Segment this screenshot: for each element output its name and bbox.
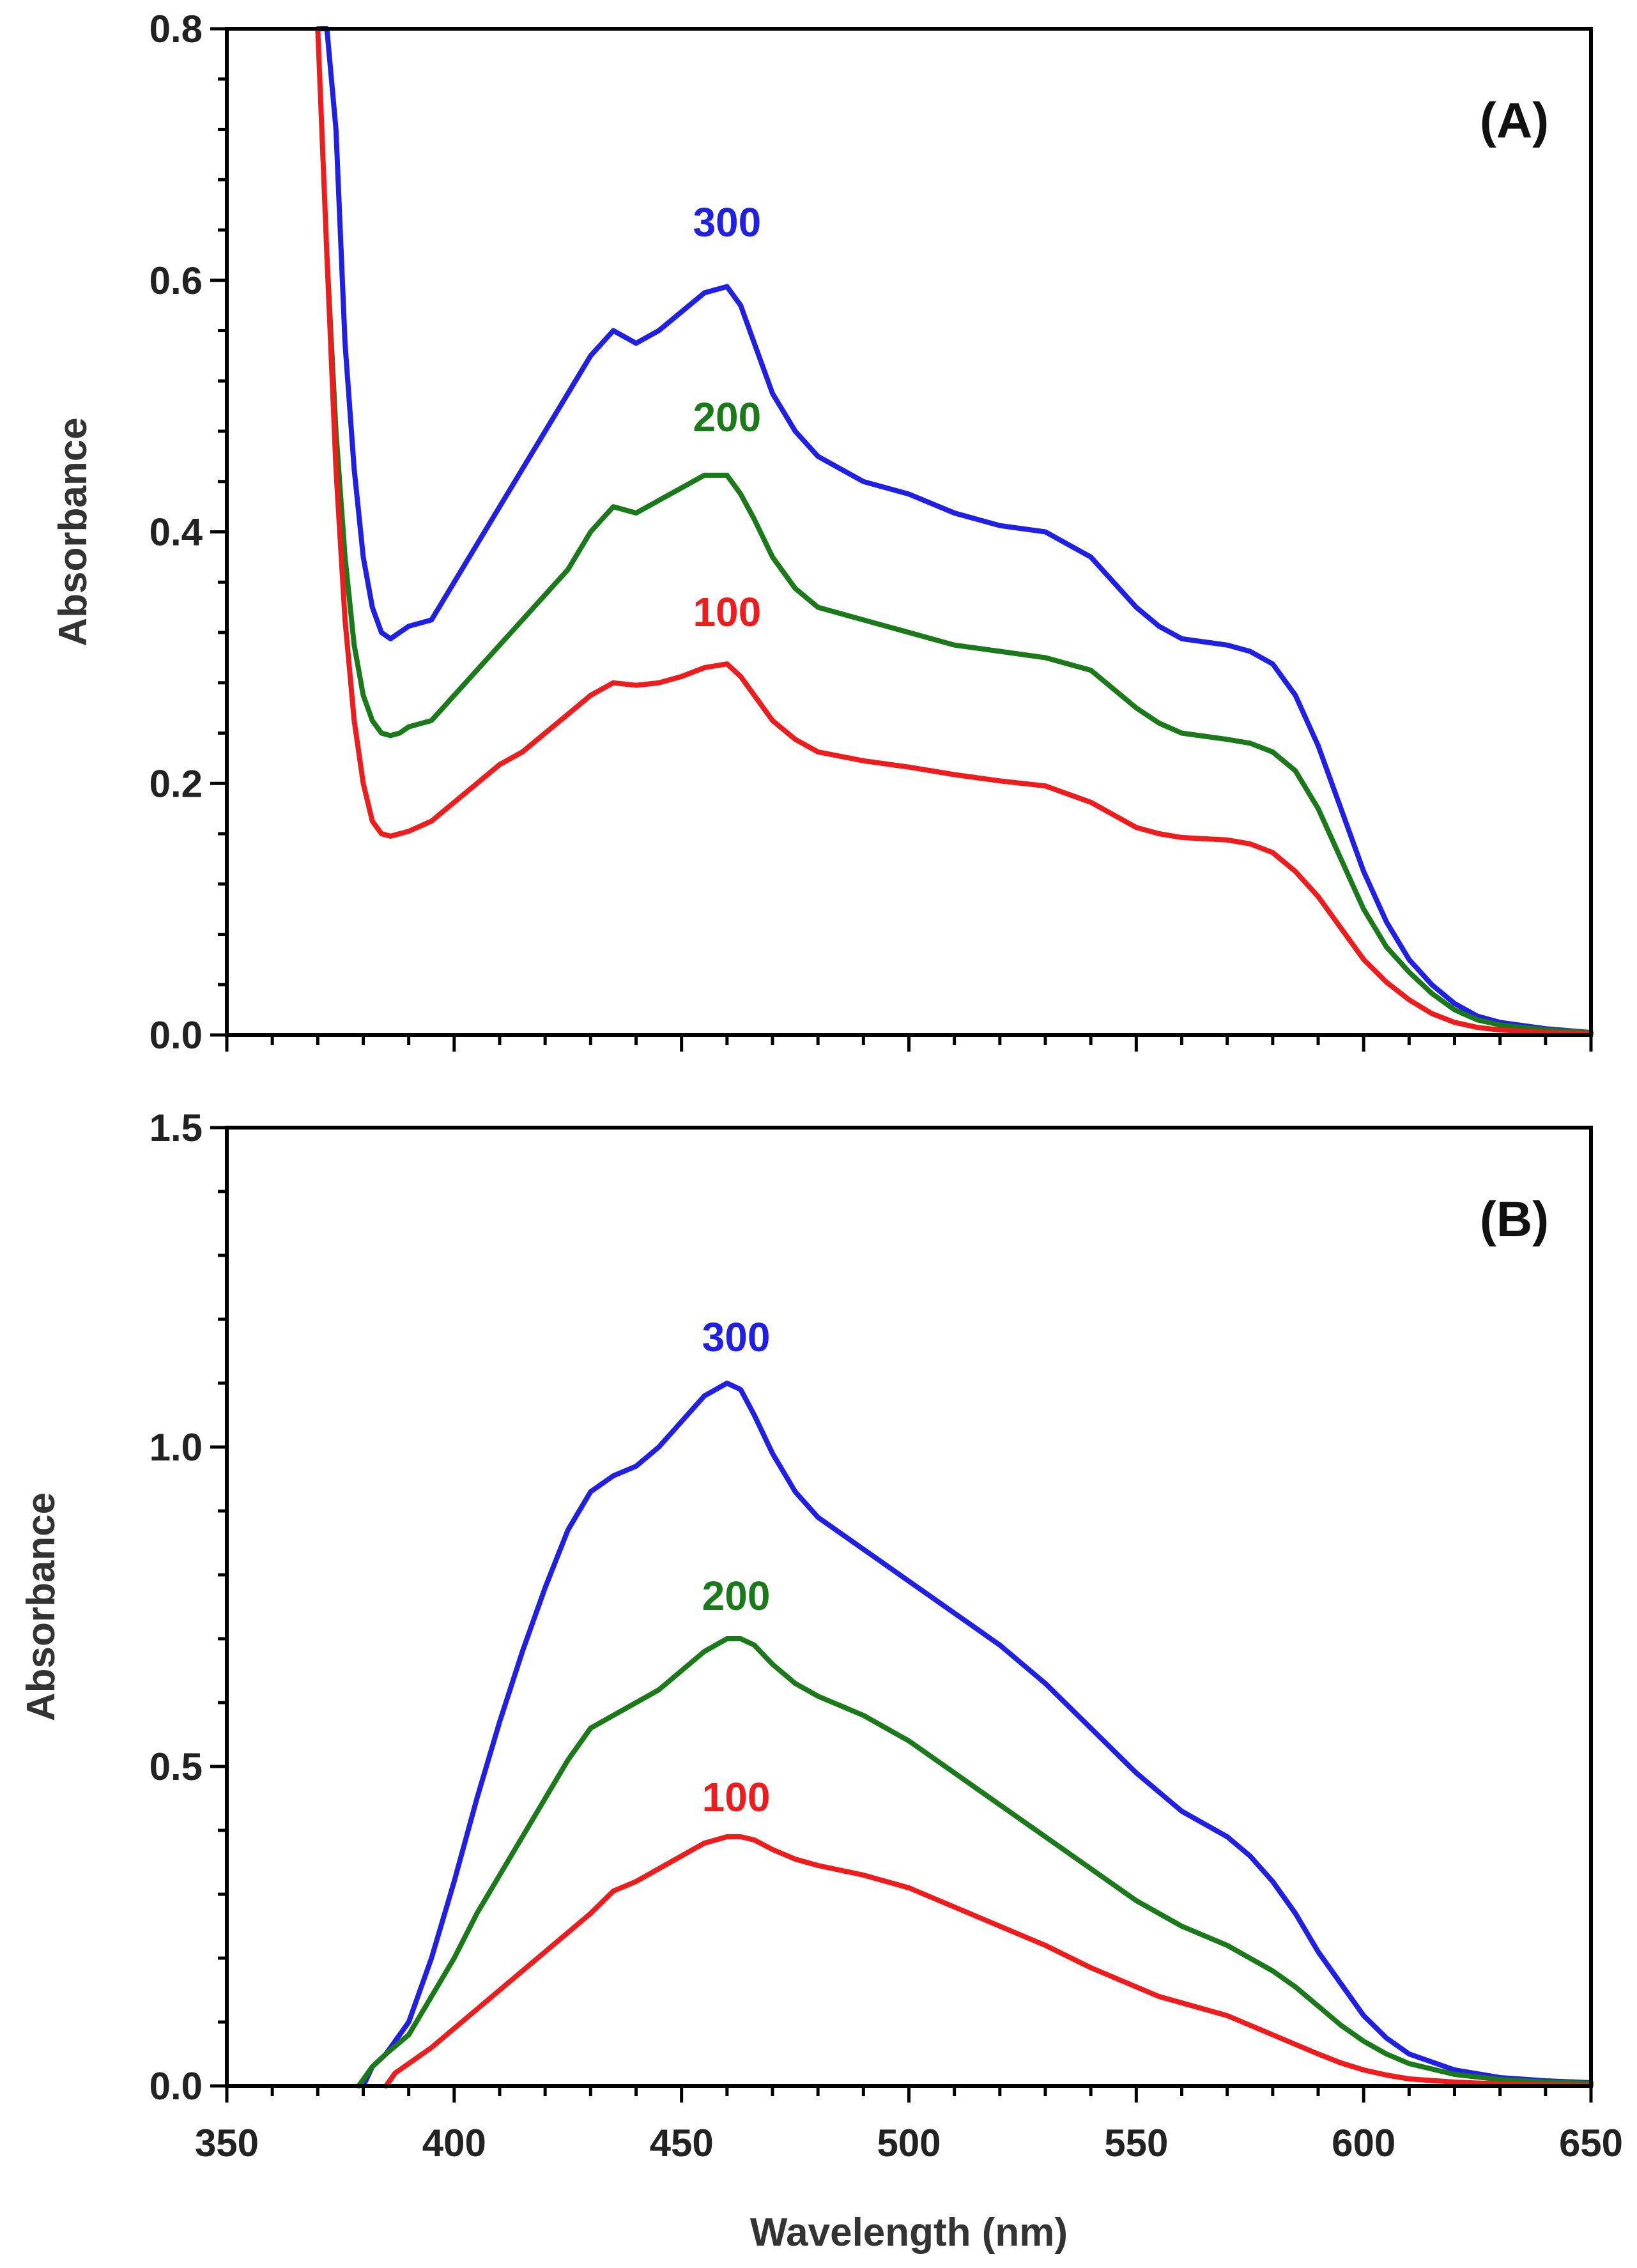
chart-panel-b: 300 200 100 0.0 0.5 1.0 1.5 350 400 450 500 550 600 6… [19, 1107, 1623, 2255]
y-tick-label: 0.8 [150, 8, 203, 50]
x-tick-label: 500 [877, 2122, 941, 2165]
series-label-300: 300 [702, 1314, 771, 1360]
series-label-100: 100 [693, 589, 761, 635]
series-line-100 [383, 1834, 1594, 2088]
series-label-100: 100 [702, 1774, 771, 1820]
x-axis-title: Wavelength (nm) [750, 2211, 1068, 2255]
x-tick-label: 350 [195, 2122, 259, 2165]
y-tick-label: 0.0 [150, 1014, 203, 1057]
x-tick-label: 650 [1559, 2122, 1623, 2165]
plot-frame [225, 27, 1593, 1037]
panel-label: (B) [1480, 1191, 1549, 1247]
y-tick-label: 0.4 [150, 511, 203, 554]
x-tick-label: 600 [1332, 2122, 1395, 2165]
series-line-300 [315, 26, 1594, 1036]
chart-panel-a: 300 200 100 0.0 0.2 0.4 0.6 0.8 Absorbance (A) [51, 8, 1594, 1057]
series-line-200 [324, 252, 1594, 1036]
series-label-200: 200 [693, 394, 761, 440]
y-axis-title: Absorbance [19, 1492, 63, 1721]
x-tick-label: 450 [650, 2122, 714, 2165]
panel-label: (A) [1480, 92, 1549, 148]
series-line-300 [360, 1381, 1594, 2088]
series-label-300: 300 [693, 199, 761, 245]
y-tick-label: 1.5 [150, 1107, 203, 1149]
y-axis-title: Absorbance [51, 417, 95, 646]
x-tick-label: 550 [1104, 2122, 1168, 2165]
x-tick-label: 400 [422, 2122, 486, 2165]
y-tick-label: 0.6 [150, 259, 203, 302]
plot-frame [225, 1126, 1593, 2088]
y-tick-label: 0.5 [150, 1745, 203, 1788]
y-tick-label: 0.0 [150, 2065, 203, 2108]
y-tick-label: 0.2 [150, 762, 203, 805]
series-label-200: 200 [702, 1573, 771, 1619]
y-tick-label: 1.0 [150, 1426, 203, 1469]
series-line-200 [356, 1636, 1594, 2088]
series-line-100 [315, 26, 1594, 1036]
